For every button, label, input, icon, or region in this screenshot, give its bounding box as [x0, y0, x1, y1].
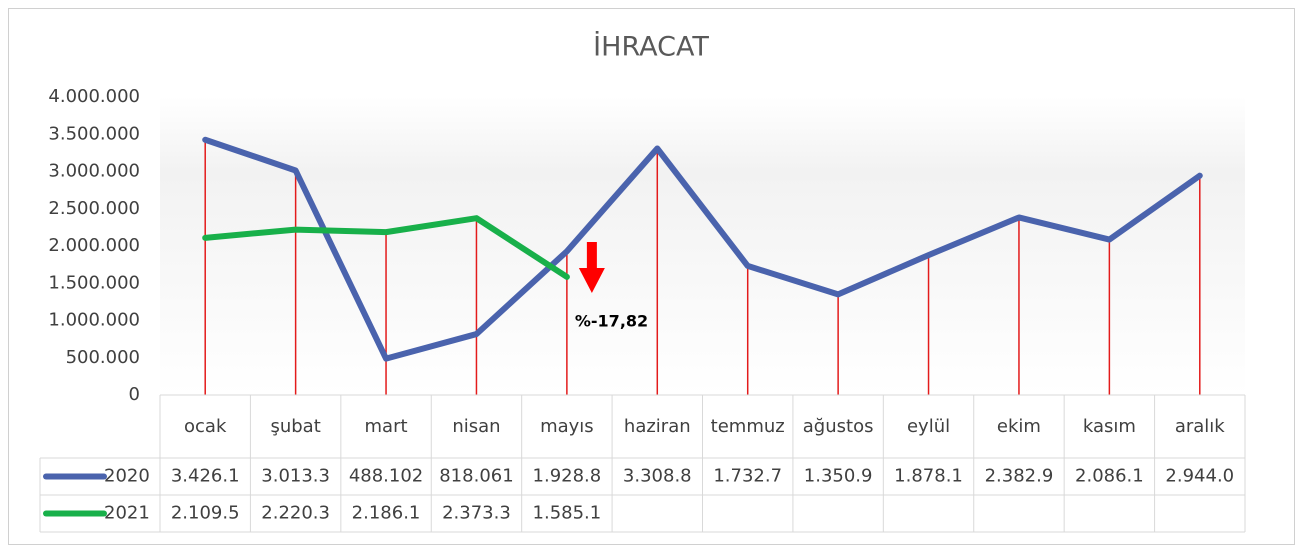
- table-value: 3.013.3: [261, 466, 330, 487]
- table-value: 1.350.9: [804, 466, 873, 487]
- x-tick-label: temmuz: [711, 416, 785, 437]
- y-tick-label: 2.500.000: [48, 198, 140, 219]
- chart-title: İHRACAT: [593, 31, 709, 63]
- x-tick-label: haziran: [624, 416, 691, 437]
- y-tick-label: 1.000.000: [48, 310, 140, 331]
- y-tick-label: 3.500.000: [48, 123, 140, 144]
- x-tick-label: aralık: [1175, 416, 1225, 437]
- table-value: 818.061: [439, 466, 513, 487]
- table-value: 2.373.3: [442, 503, 511, 524]
- x-tick-label: mayıs: [540, 416, 594, 437]
- table-value: 1.585.1: [533, 503, 602, 524]
- y-tick-label: 1.500.000: [48, 272, 140, 293]
- table-value: 2.186.1: [352, 503, 421, 524]
- table-value: 2.382.9: [985, 466, 1054, 487]
- table-value: 3.308.8: [623, 466, 692, 487]
- table-value: 488.102: [349, 466, 423, 487]
- legend-label: 2020: [104, 466, 150, 487]
- table-value: 1.928.8: [533, 466, 602, 487]
- y-tick-label: 2.000.000: [48, 235, 140, 256]
- x-tick-label: ekim: [997, 416, 1041, 437]
- x-tick-label: eylül: [907, 416, 950, 437]
- x-tick-label: ağustos: [803, 416, 874, 437]
- y-tick-label: 0: [129, 384, 140, 405]
- x-tick-label: kasım: [1083, 416, 1136, 437]
- y-tick-label: 3.000.000: [48, 161, 140, 182]
- table-value: 2.109.5: [171, 503, 240, 524]
- plot-area: [160, 97, 1245, 395]
- y-tick-label: 500.000: [66, 347, 140, 368]
- table-value: 1.878.1: [894, 466, 963, 487]
- annotation: %-17,82: [575, 312, 648, 331]
- x-tick-label: mart: [365, 416, 408, 437]
- y-tick-label: 4.000.000: [48, 86, 140, 107]
- x-tick-label: ocak: [184, 416, 227, 437]
- table-value: 2.086.1: [1075, 466, 1144, 487]
- arrow: [578, 242, 605, 293]
- x-tick-label: şubat: [270, 416, 320, 437]
- table-value: 2.220.3: [261, 503, 330, 524]
- series-line: [202, 136, 1203, 362]
- series-line: [202, 215, 570, 280]
- table-value: 1.732.7: [713, 466, 782, 487]
- legend-label: 2021: [104, 503, 150, 524]
- table-value: 3.426.1: [171, 466, 240, 487]
- table-value: 2.944.0: [1165, 466, 1234, 487]
- x-tick-label: nisan: [452, 416, 500, 437]
